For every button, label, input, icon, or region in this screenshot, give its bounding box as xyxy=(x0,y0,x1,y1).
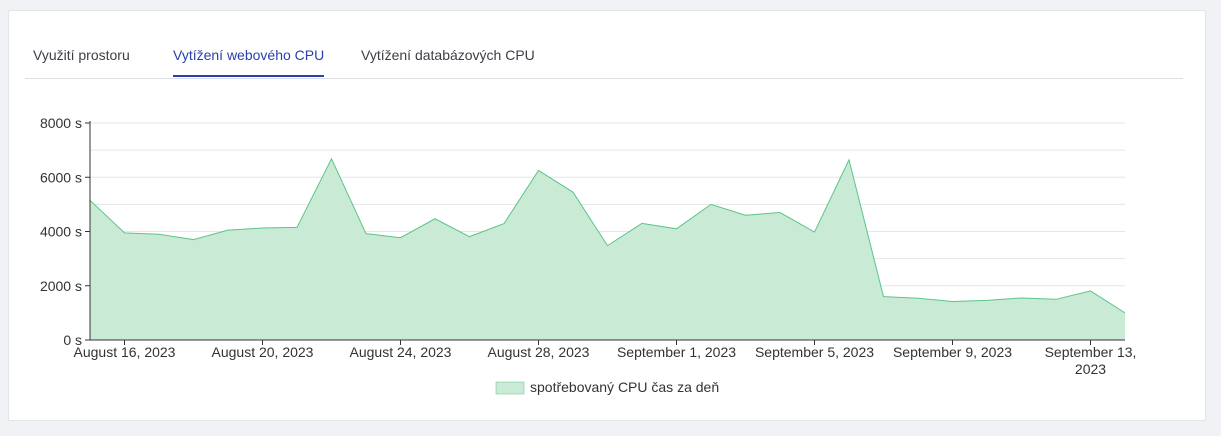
data-point[interactable] xyxy=(225,227,231,233)
x-tick-label: September 13, 2023 xyxy=(1045,344,1137,377)
x-tick-label: September 1, 2023 xyxy=(617,344,736,360)
data-point[interactable] xyxy=(777,210,783,216)
x-tick-label: August 20, 2023 xyxy=(212,344,314,360)
data-point[interactable] xyxy=(881,294,887,300)
data-point[interactable] xyxy=(605,243,611,249)
data-point[interactable] xyxy=(467,234,473,240)
data-point[interactable] xyxy=(639,220,645,226)
data-point[interactable] xyxy=(501,221,507,227)
x-tick-label: September 5, 2023 xyxy=(755,344,874,360)
x-tick-label: August 28, 2023 xyxy=(488,344,590,360)
legend: spotřebovaný CPU čas za deň xyxy=(495,379,719,395)
data-point[interactable] xyxy=(432,216,438,222)
plot-area xyxy=(89,156,1128,340)
y-tick-label: 2000 s xyxy=(40,278,82,294)
y-tick-label: 4000 s xyxy=(40,224,82,240)
data-point[interactable] xyxy=(1122,310,1128,316)
series-area-fill xyxy=(90,158,1125,340)
tab-database-cpu-load[interactable]: Vytížení databázových CPU xyxy=(361,47,535,63)
data-point[interactable] xyxy=(1019,295,1025,301)
data-point[interactable] xyxy=(363,231,369,237)
data-point[interactable] xyxy=(122,230,128,236)
tab-web-cpu-load[interactable]: Vytížení webového CPU xyxy=(173,47,325,77)
data-point[interactable] xyxy=(1053,296,1059,302)
y-tick-label: 6000 s xyxy=(40,169,82,185)
data-point[interactable] xyxy=(1088,288,1094,294)
data-point[interactable] xyxy=(570,189,576,195)
data-point[interactable] xyxy=(915,295,921,301)
data-point[interactable] xyxy=(260,225,266,231)
data-point[interactable] xyxy=(950,298,956,304)
data-point[interactable] xyxy=(812,229,818,235)
tab-bar: Využití prostoru Vytížení webového CPU V… xyxy=(25,11,1183,79)
data-point[interactable] xyxy=(536,167,542,173)
data-point[interactable] xyxy=(398,235,404,241)
data-point[interactable] xyxy=(156,231,162,237)
legend-swatch[interactable] xyxy=(495,381,525,395)
data-point[interactable] xyxy=(743,212,749,218)
data-point[interactable] xyxy=(846,157,852,163)
chart-card: Využití prostoru Vytížení webového CPU V… xyxy=(8,10,1206,421)
tab-storage-usage[interactable]: Využití prostoru xyxy=(33,47,130,63)
data-point[interactable] xyxy=(329,156,335,162)
x-tick-label: August 24, 2023 xyxy=(350,344,452,360)
data-point[interactable] xyxy=(708,201,714,207)
data-point[interactable] xyxy=(191,237,197,243)
series-line xyxy=(89,157,1126,314)
x-tick-label: September 9, 2023 xyxy=(893,344,1012,360)
legend-label[interactable]: spotřebovaný CPU čas za deň xyxy=(530,379,719,395)
data-point[interactable] xyxy=(294,224,300,230)
axes: 0 s 2000 s 4000 s 6000 s 8000 s August 16, 20… xyxy=(40,115,1136,377)
data-point[interactable] xyxy=(674,226,680,232)
y-tick-label: 0 s xyxy=(63,332,82,348)
x-tick-label: August 16, 2023 xyxy=(74,344,176,360)
y-tick-label: 8000 s xyxy=(40,115,82,131)
data-point[interactable] xyxy=(984,297,990,303)
